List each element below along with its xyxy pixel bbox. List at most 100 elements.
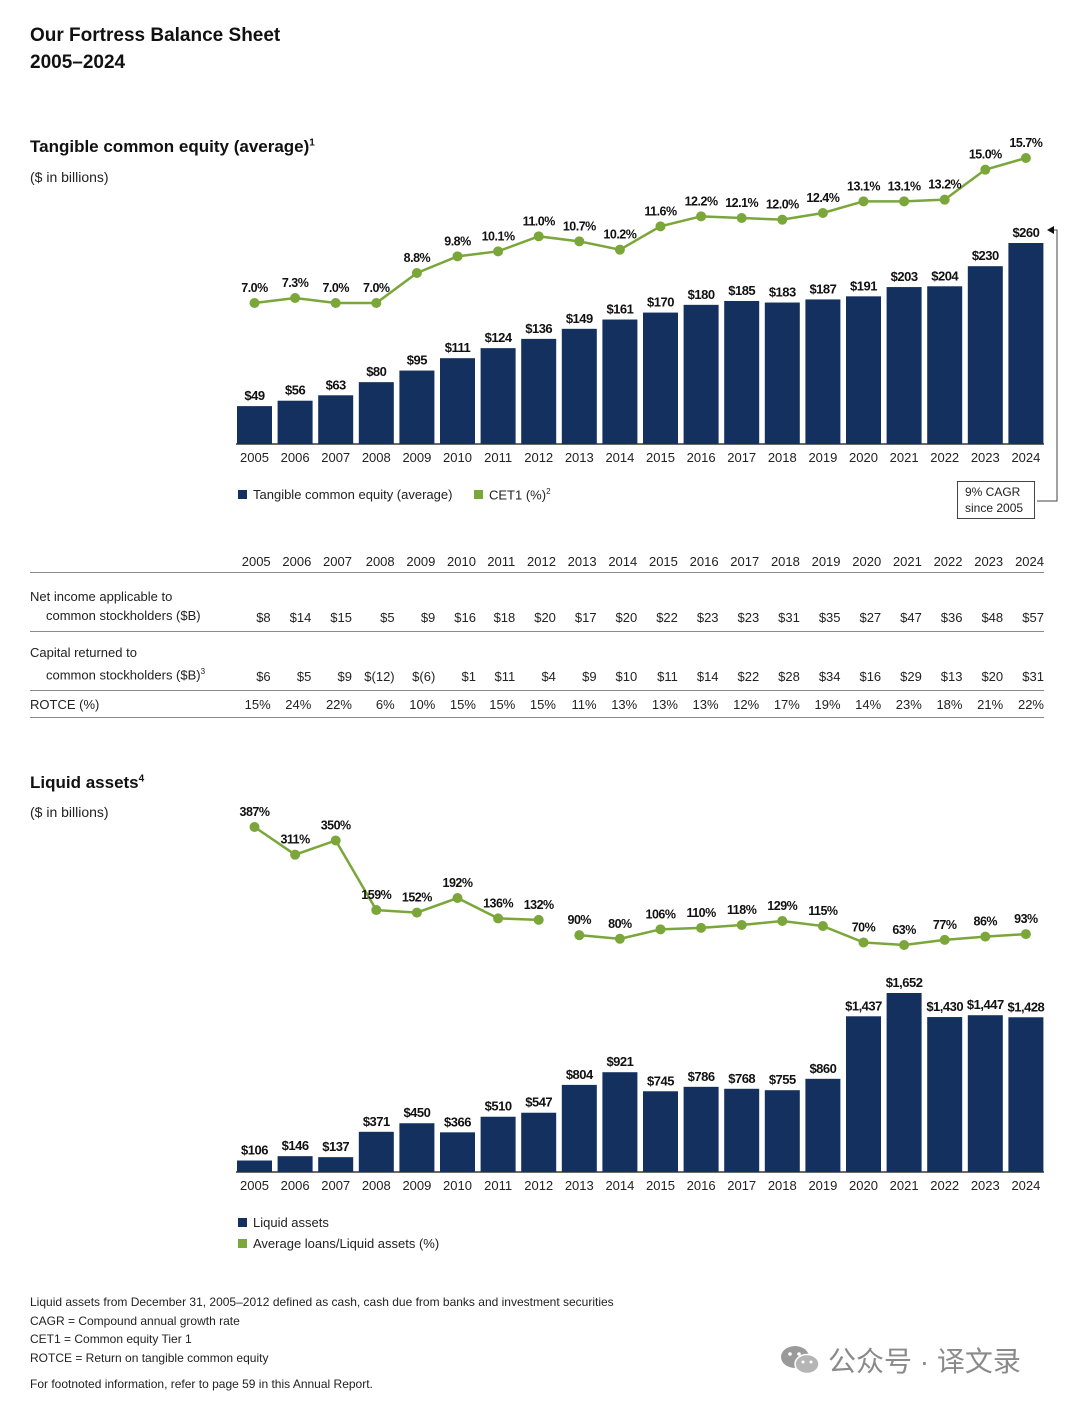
table-cell: $(6)	[394, 631, 436, 691]
table-header-year: 2021	[881, 550, 922, 573]
table-cell: 15%	[230, 690, 271, 718]
tce-line-point	[817, 208, 828, 218]
table-cell: $9	[311, 631, 352, 691]
liquid-bar-label: $1,652	[886, 975, 923, 990]
table-header-year: 2010	[435, 550, 476, 573]
table-header-year: 2024	[1003, 550, 1044, 573]
green-swatch-icon	[474, 490, 483, 500]
liquid-bar	[886, 993, 922, 1172]
liquid-tick-label: 2020	[849, 1178, 878, 1193]
tce-bar	[440, 358, 475, 444]
footnote-line: CET1 = Common equity Tier 1	[30, 1332, 192, 1346]
tce-line-label: 7.0%	[363, 281, 390, 295]
table-header-year: 2017	[718, 550, 760, 573]
watermark: 公众号 · 译文录	[780, 1340, 1021, 1380]
tce-bar-label: $56	[285, 383, 305, 398]
table-cell: 10%	[394, 690, 436, 718]
liquid-tick-label: 2022	[930, 1178, 959, 1193]
tce-line-label: 12.0%	[766, 198, 799, 212]
liquid-tick-label: 2013	[565, 1178, 594, 1193]
tce-bar	[561, 328, 597, 444]
row-label-line2: common stockholders ($B)	[46, 608, 201, 623]
tce-line-point	[655, 221, 666, 232]
page-title-line2: 2005–2024	[30, 52, 126, 73]
liquid-line	[579, 919, 1026, 947]
tce-line-point	[574, 236, 585, 247]
table-cell: 12%	[718, 690, 760, 718]
tce-line-point	[939, 194, 950, 205]
tce-legend-line-footnote: 2	[546, 487, 551, 496]
liquid-line-point	[655, 924, 666, 935]
liquid-tick-label: 2008	[362, 1178, 391, 1193]
row-label-line1: ROTCE (%)	[30, 696, 100, 712]
liquid-line-point	[817, 921, 828, 932]
liquid-section-title: Liquid assets4	[30, 773, 144, 793]
table-header-year: 2005	[230, 550, 271, 573]
liquid-line-label: 132%	[524, 898, 554, 912]
row-label-line1: Capital returned to	[30, 644, 137, 660]
tce-title-text: Tangible common equity (average)	[30, 137, 310, 156]
table-row: Capital returned to common stockholders (…	[30, 631, 1044, 691]
liquid-line-label: 86%	[974, 915, 998, 929]
table-cell: $35	[799, 572, 841, 632]
liquid-line-label: 387%	[240, 805, 270, 819]
table-cell: $11	[475, 631, 516, 691]
liquid-tick-label: 2023	[971, 1178, 1000, 1193]
liquid-bar	[683, 1086, 719, 1172]
table-header-year: 2020	[840, 550, 882, 573]
tce-line-point	[858, 196, 869, 207]
table-header-year: 2014	[596, 550, 638, 573]
tce-line-label: 9.8%	[444, 234, 471, 248]
table-cell: $18	[475, 572, 516, 632]
liquid-bar	[643, 1091, 678, 1172]
table-cell: $16	[840, 631, 882, 691]
table-cell: $22	[718, 631, 760, 691]
tce-line-label: 12.1%	[725, 196, 758, 210]
table-row: Net income applicable to common stockhold…	[30, 572, 1044, 632]
cagr-line1: 9% CAGR	[965, 485, 1021, 499]
liquid-title-text: Liquid assets	[30, 773, 139, 792]
tce-line-point	[452, 251, 463, 262]
tce-line-label: 15.0%	[969, 148, 1002, 162]
liquid-chart: $106 2005 $146 2006 $137 2007 $371 2008 $450 2009…	[236, 805, 1045, 1193]
liquid-bar-label: $137	[322, 1139, 349, 1154]
liquid-tick-label: 2024	[1011, 1178, 1040, 1193]
tce-line	[254, 156, 1027, 305]
liquid-line-label: 118%	[727, 903, 757, 917]
table-cell: $17	[555, 572, 597, 632]
table-cell: 13%	[596, 690, 638, 718]
liquid-bar-label: $450	[403, 1105, 430, 1120]
table-cell: $14	[270, 572, 312, 632]
footnote-line: Liquid assets from December 31, 2005–201…	[30, 1295, 614, 1309]
liquid-tick-label: 2011	[484, 1178, 512, 1193]
liquid-bar	[561, 1084, 597, 1172]
table-cell: $15	[311, 572, 352, 632]
liquid-legend-bar: Liquid assets	[238, 1215, 329, 1230]
liquid-tick-label: 2016	[687, 1178, 716, 1193]
liquid-tick-label: 2018	[768, 1178, 797, 1193]
table-row-label: Net income applicable to common stockhold…	[30, 572, 230, 632]
tce-bar	[237, 406, 272, 444]
liquid-bar-label: $547	[525, 1095, 552, 1110]
tce-line-label: 12.2%	[685, 194, 718, 208]
tce-line-label: 15.7%	[1009, 136, 1042, 150]
tce-line-label: 12.4%	[806, 191, 839, 205]
table-cell: $(12)	[351, 631, 395, 691]
tce-bar	[927, 286, 963, 444]
tce-line-point	[493, 246, 504, 257]
tce-bar-label: $183	[769, 285, 796, 300]
liquid-legend-line-label: Average loans/Liquid assets (%)	[253, 1236, 440, 1251]
tce-legend-bar: Tangible common equity (average)	[238, 487, 452, 502]
table-cell: $1	[435, 631, 476, 691]
tce-line-label: 10.7%	[563, 219, 596, 233]
table-header-year: 2008	[351, 550, 395, 573]
table-cell: $6	[230, 631, 271, 691]
table-row: ROTCE (%) 15% 24% 22% 6% 10% 15% 15% 15% 11% 13% 13…	[30, 690, 1044, 718]
page-title: Our Fortress Balance Sheet 2005–2024	[30, 22, 280, 76]
liquid-line-label: 90%	[568, 913, 592, 927]
table-cell: $4	[515, 631, 556, 691]
footnote-line: CAGR = Compound annual growth rate	[30, 1313, 240, 1328]
liquid-bar	[399, 1123, 435, 1172]
table-header-row: 2005 2006 2007 2008 2009 2010 2011 2012 2013 2014…	[30, 550, 1044, 573]
tce-bar	[643, 312, 678, 444]
